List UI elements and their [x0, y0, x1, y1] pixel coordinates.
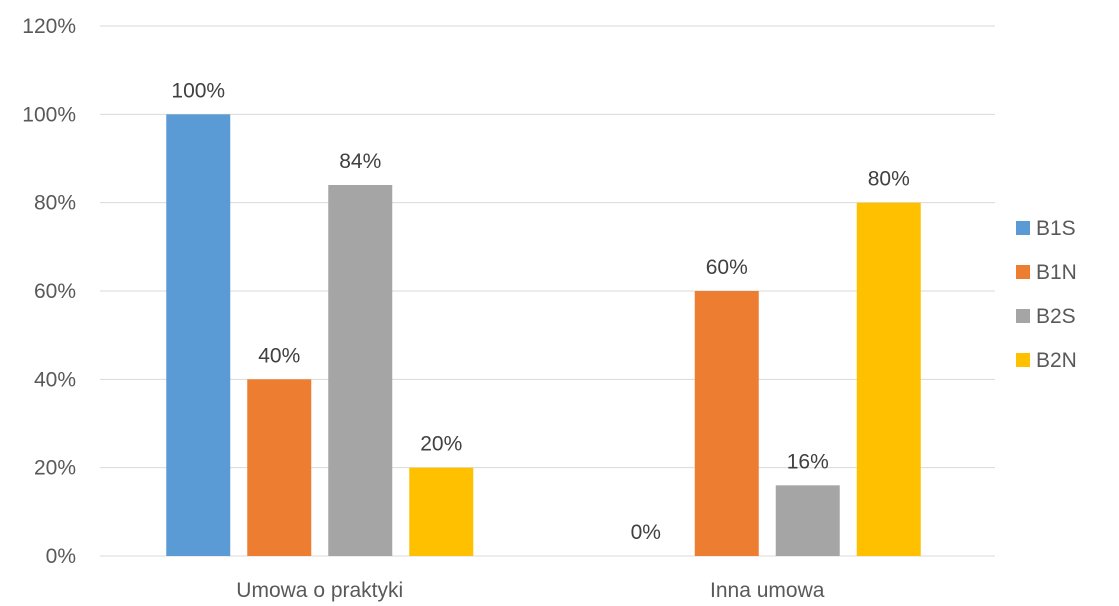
- y-tick-label: 60%: [34, 280, 76, 303]
- legend-label-b2n: B2N: [1036, 349, 1077, 372]
- legend-swatch-b1s: [1016, 221, 1030, 235]
- category-label-inna-umowa: Inna umowa: [710, 579, 825, 602]
- legend-swatch-b2n: [1016, 353, 1030, 367]
- legend-label-b1s: B1S: [1036, 217, 1076, 240]
- bar-b1n-inna-umowa: [694, 291, 759, 556]
- y-tick-label: 120%: [22, 15, 76, 38]
- data-label-b1s-inna-umowa: 0%: [631, 521, 661, 544]
- bars: [166, 114, 921, 556]
- bar-b2s-inna-umowa: [775, 485, 840, 556]
- y-tick-label: 40%: [34, 368, 76, 391]
- legend-label-b1n: B1N: [1036, 261, 1077, 284]
- legend: B1S B1N B2S B2N: [1016, 217, 1077, 372]
- legend-swatch-b2s: [1016, 309, 1030, 323]
- bar-b1s-umowa-o-praktyki: [166, 114, 231, 556]
- y-tick-label: 80%: [34, 192, 76, 215]
- legend-swatch-b1n: [1016, 265, 1030, 279]
- y-tick-label: 100%: [22, 103, 76, 126]
- bar-b1n-umowa-o-praktyki: [247, 379, 312, 556]
- y-axis-tick-labels: 0% 20% 40% 60% 80% 100% 120%: [22, 15, 76, 568]
- category-label-umowa-o-praktyki: Umowa o praktyki: [236, 579, 403, 602]
- bar-b2n-umowa-o-praktyki: [409, 467, 474, 556]
- y-tick-label: 0%: [46, 545, 76, 568]
- legend-label-b2s: B2S: [1036, 305, 1076, 328]
- data-label-b2s-inna-umowa: 16%: [787, 450, 829, 473]
- data-label-b1n-inna-umowa: 60%: [706, 256, 748, 279]
- data-labels: 100% 40% 84% 20% 0% 60% 16% 80%: [171, 79, 909, 544]
- data-label-b1s-umowa-o-praktyki: 100%: [171, 79, 225, 102]
- bar-b2s-umowa-o-praktyki: [328, 185, 393, 556]
- y-tick-label: 20%: [34, 457, 76, 480]
- data-label-b2n-umowa-o-praktyki: 20%: [420, 433, 462, 456]
- bar-b2n-inna-umowa: [856, 202, 921, 556]
- category-labels: Umowa o praktyki Inna umowa: [236, 579, 824, 602]
- data-label-b2s-umowa-o-praktyki: 84%: [339, 150, 381, 173]
- data-label-b2n-inna-umowa: 80%: [868, 168, 910, 191]
- data-label-b1n-umowa-o-praktyki: 40%: [258, 344, 300, 367]
